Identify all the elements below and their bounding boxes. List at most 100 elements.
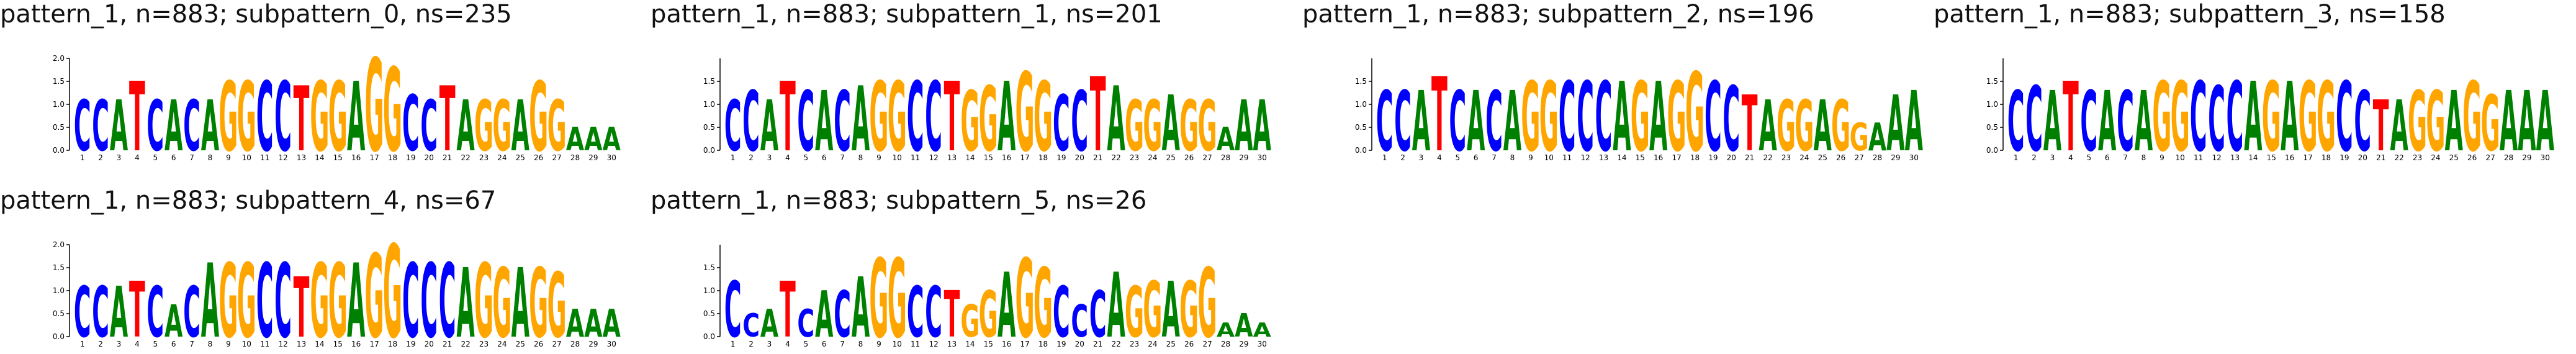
svg-text:G: G	[1198, 85, 1217, 165]
logo-letter: C	[2227, 63, 2244, 165]
svg-text:G: G	[888, 63, 907, 165]
logo-letter: C	[1394, 75, 1412, 165]
svg-text:C: C	[74, 85, 91, 165]
svg-text:A: A	[1217, 120, 1235, 158]
x-tick-label: 30	[1258, 340, 1267, 348]
logo-letter: G	[547, 85, 567, 165]
x-tick-label: 7	[1492, 153, 1497, 162]
x-tick-label: 22	[2394, 153, 2403, 162]
svg-text:C: C	[1705, 63, 1722, 165]
logo-letter: C	[925, 63, 942, 165]
svg-text:A: A	[511, 249, 529, 351]
logo-panel-4: pattern_1, n=883; subpattern_4, ns=67 0.…	[0, 186, 639, 351]
x-tick-label: 27	[2485, 153, 2495, 162]
logo-letter: A	[2536, 75, 2554, 165]
logo-letter: G	[1125, 271, 1144, 351]
y-tick-label: 0.0	[1986, 146, 1998, 155]
logo-letter: C	[1071, 75, 1088, 165]
x-tick-label: 22	[461, 153, 470, 162]
x-tick-label: 24	[497, 340, 507, 348]
x-tick-label: 2	[1400, 153, 1405, 162]
x-tick-label: 20	[1727, 153, 1736, 162]
x-tick-label: 4	[135, 340, 140, 348]
svg-text:A: A	[603, 302, 621, 347]
logo-letter: G	[365, 32, 384, 165]
logo-letter: T	[1090, 57, 1106, 165]
svg-text:C: C	[724, 85, 742, 165]
x-tick-label: 12	[2212, 153, 2221, 162]
logo-letter: A	[1217, 120, 1235, 158]
logo-letter: A	[998, 63, 1016, 165]
logo-letter: G	[1831, 85, 1850, 165]
svg-text:G: G	[2481, 81, 2500, 165]
x-tick-label: 18	[1038, 153, 1048, 162]
logo-letter: C	[925, 271, 942, 351]
x-tick-label: 17	[1672, 153, 1681, 162]
svg-text:T: T	[944, 278, 960, 351]
svg-text:G: G	[2152, 63, 2171, 165]
svg-text:A: A	[852, 68, 870, 165]
x-tick-label: 18	[1690, 153, 1700, 162]
svg-text:G: G	[888, 236, 907, 351]
x-tick-label: 16	[351, 340, 361, 348]
logo-letter: G	[2462, 63, 2482, 165]
logo-letter: A	[456, 249, 474, 351]
svg-text:G: G	[960, 296, 980, 348]
logo-letter: T	[294, 68, 310, 165]
logo-letter: C	[256, 243, 274, 351]
logo-letter: A	[347, 243, 365, 351]
logo-letter: A	[2445, 75, 2463, 165]
logo-letter: A	[1235, 85, 1253, 165]
svg-text:C: C	[74, 271, 91, 351]
svg-text:G: G	[365, 32, 384, 165]
logo-letter: A	[2135, 75, 2153, 165]
svg-text:C: C	[1071, 75, 1088, 165]
x-tick-label: 25	[1166, 153, 1176, 162]
x-tick-label: 5	[153, 340, 158, 348]
svg-text:C: C	[834, 278, 851, 351]
logo-letter: G	[328, 243, 348, 351]
x-tick-label: 7	[2123, 153, 2128, 162]
logo-letter: T	[439, 68, 456, 165]
logo-panel-2: pattern_1, n=883; subpattern_2, ns=196 0…	[1302, 0, 1942, 165]
x-tick-label: 26	[1836, 153, 1845, 162]
logo-letter: G	[1034, 249, 1053, 351]
x-tick-label: 4	[785, 340, 790, 348]
y-tick-label: 0.5	[53, 123, 65, 132]
svg-text:A: A	[110, 271, 128, 351]
svg-text:T: T	[2373, 85, 2389, 165]
logo-letter: C	[2190, 63, 2207, 165]
x-tick-label: 5	[1455, 153, 1460, 162]
svg-text:A: A	[1253, 85, 1271, 165]
logo-letter: A	[1467, 75, 1485, 165]
x-tick-label: 12	[278, 153, 287, 162]
logo-letter: A	[584, 302, 603, 347]
x-tick-label: 13	[1599, 153, 1608, 162]
logo-letter: A	[852, 261, 870, 351]
svg-text:T: T	[1090, 57, 1106, 165]
svg-text:G: G	[869, 63, 888, 165]
x-tick-label: 26	[2467, 153, 2477, 162]
x-tick-label: 8	[208, 340, 213, 348]
svg-text:G: G	[1198, 249, 1217, 351]
y-tick-label: 2.0	[53, 54, 65, 63]
svg-text:A: A	[584, 302, 603, 347]
svg-text:C: C	[1394, 75, 1412, 165]
logo-letter: C	[74, 271, 91, 351]
y-tick-label: 2.0	[53, 240, 65, 249]
y-tick-label: 0.5	[1355, 123, 1367, 132]
x-tick-label: 28	[570, 153, 580, 162]
x-tick-label: 1	[80, 340, 85, 348]
svg-text:G: G	[492, 249, 511, 351]
svg-text:A: A	[347, 243, 365, 351]
logo-letter: G	[474, 85, 493, 165]
x-tick-label: 15	[2267, 153, 2276, 162]
svg-text:G: G	[474, 243, 493, 351]
svg-text:G: G	[1850, 116, 1869, 160]
svg-text:A: A	[603, 120, 621, 158]
svg-text:A: A	[815, 75, 833, 165]
x-tick-label: 1	[731, 340, 736, 348]
svg-text:C: C	[256, 243, 274, 351]
svg-text:G: G	[869, 236, 888, 351]
svg-text:A: A	[1886, 81, 1904, 165]
